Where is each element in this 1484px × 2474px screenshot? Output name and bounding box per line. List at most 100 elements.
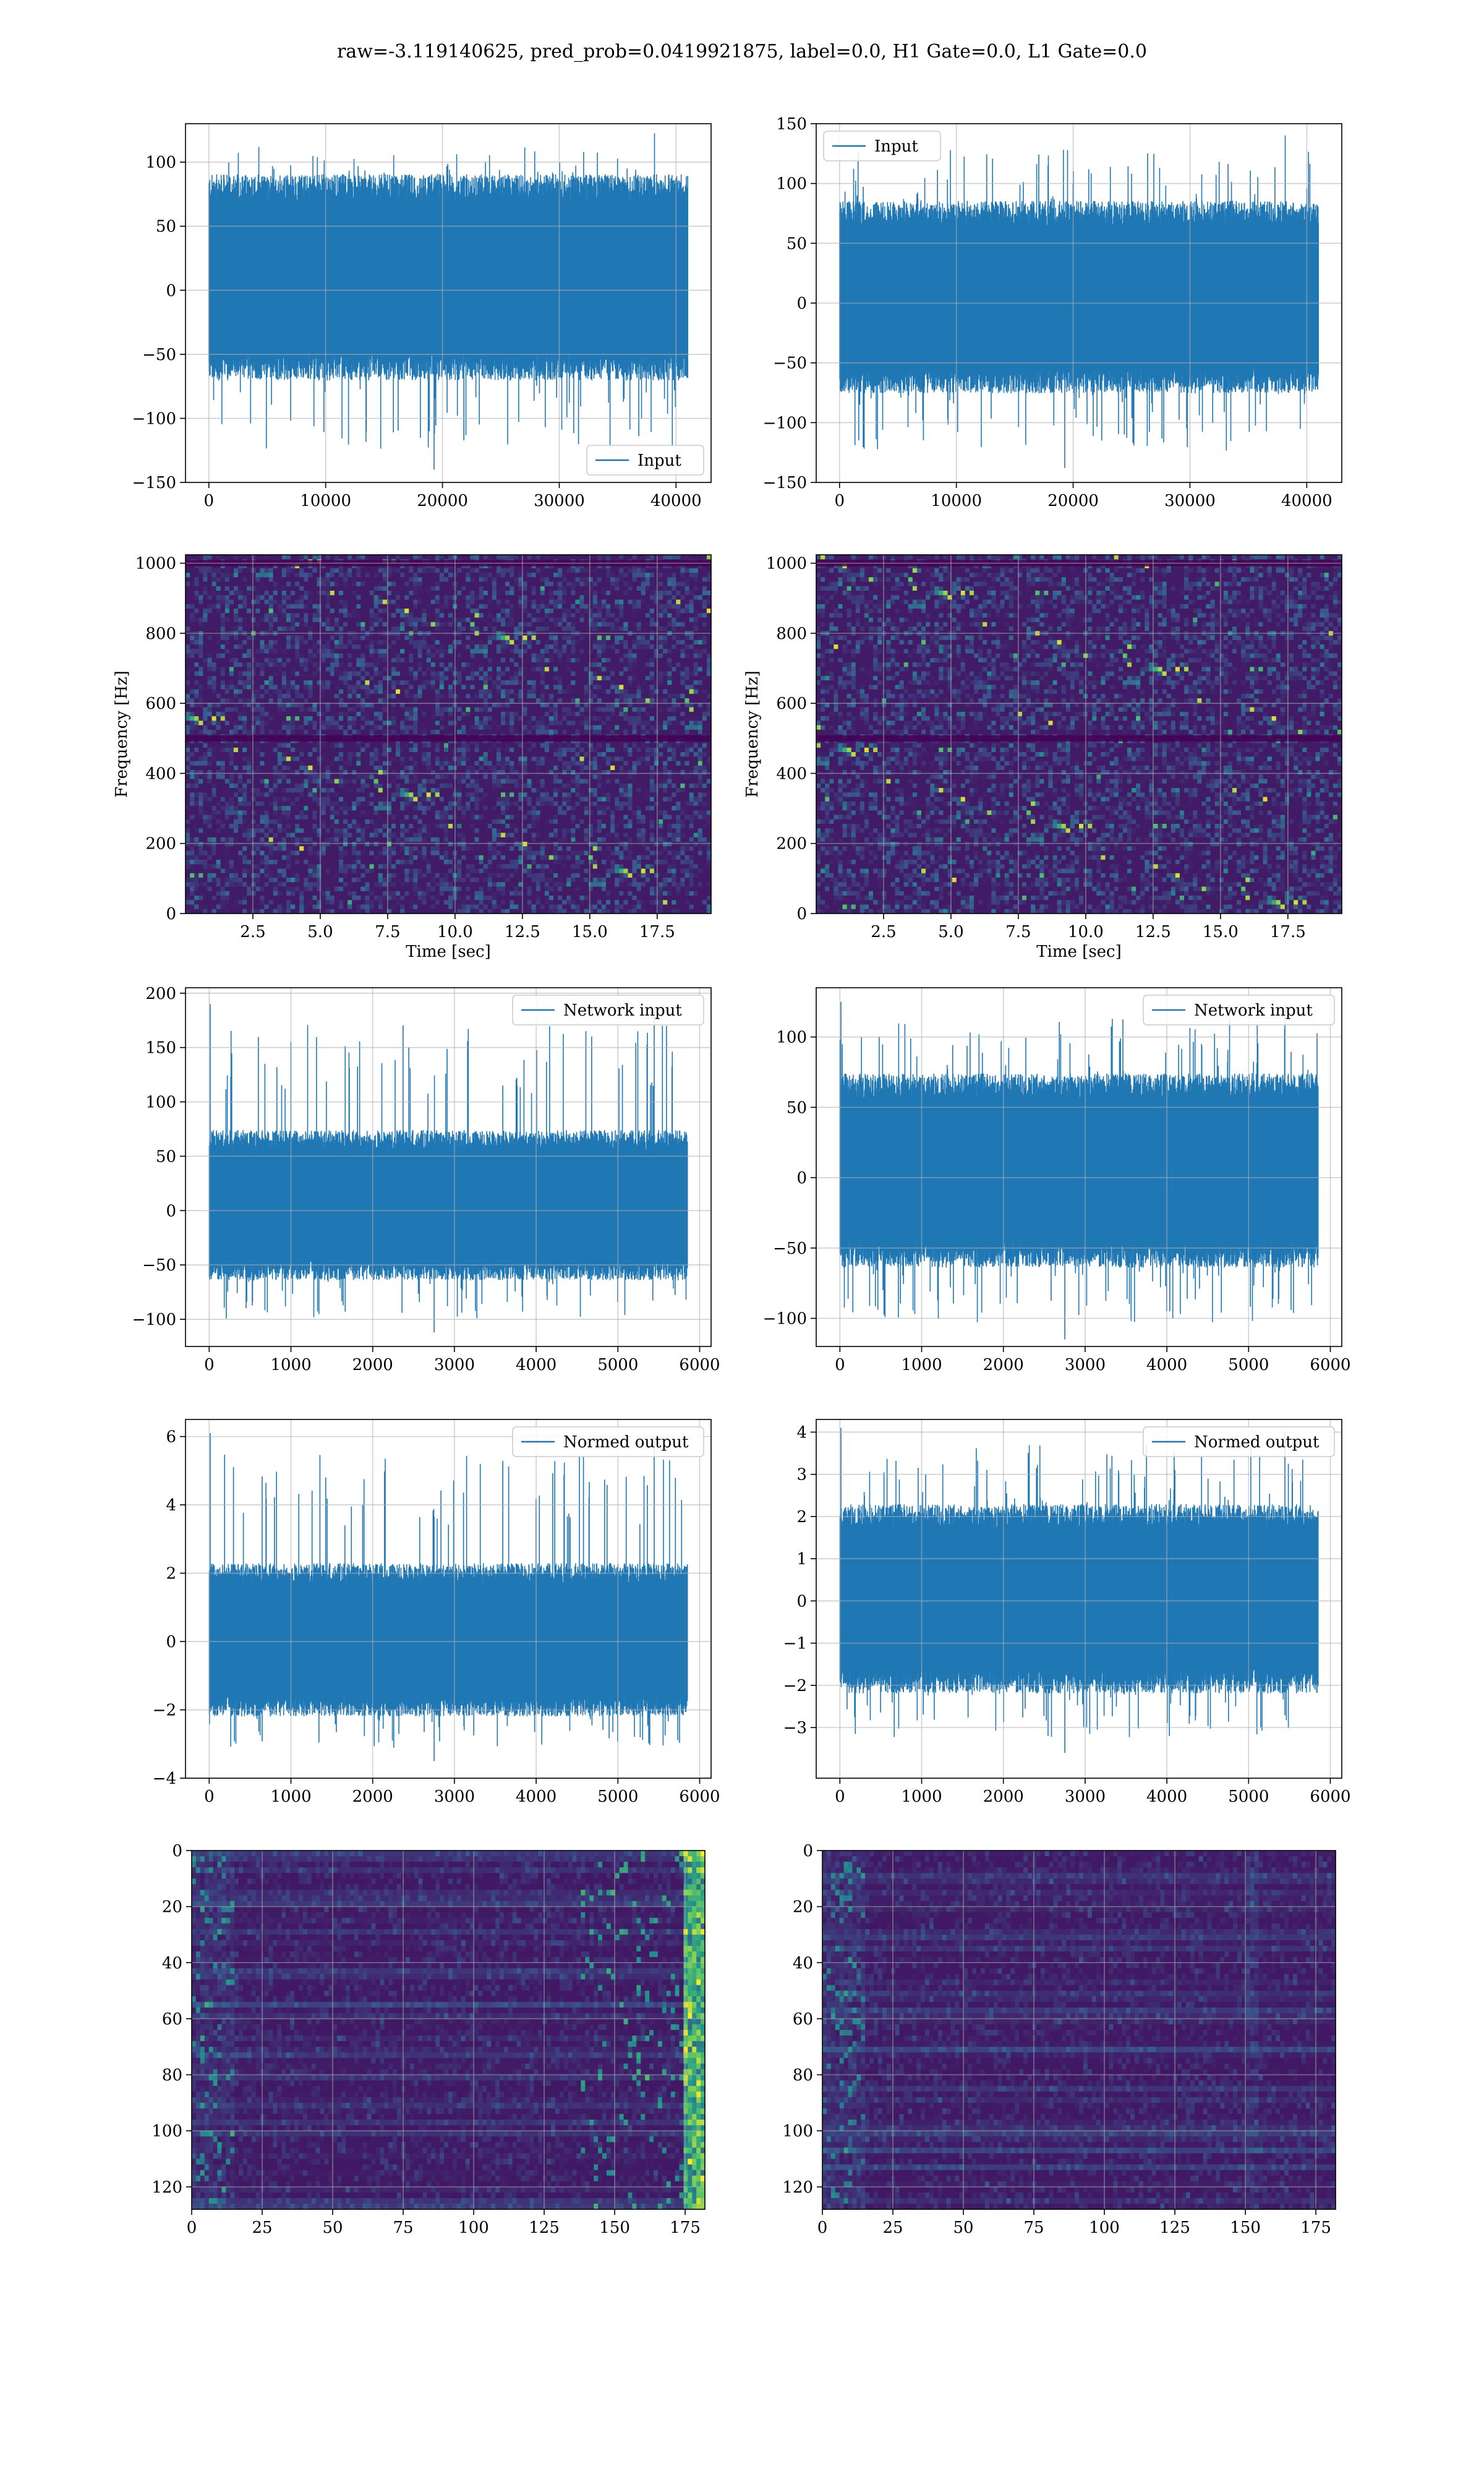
x-tick-label: 1000 <box>901 1356 942 1374</box>
y-tick-label: 100 <box>145 1094 176 1112</box>
x-tick-label: 3000 <box>434 1356 475 1374</box>
x-tick-label: 5000 <box>1228 1787 1269 1806</box>
x-tick-label: 75 <box>393 2219 413 2237</box>
y-tick-label: 6 <box>166 1428 176 1447</box>
x-tick-label: 5000 <box>597 1787 638 1806</box>
l1-network-input-panel: 0 1000 2000 3000 4000 5000 6000 −100 −50 0 50 100 Ne… <box>763 987 1351 1374</box>
y-tick-label: 1000 <box>766 555 807 573</box>
y-tick-label: 100 <box>776 175 807 194</box>
x-tick-label: 3000 <box>1065 1356 1106 1374</box>
x-tick-label: 175 <box>1300 2219 1331 2237</box>
legend-label: Network input <box>1194 1001 1313 1020</box>
y-tick-label: 80 <box>162 2066 182 2085</box>
h1-spectrogram-panel: 2.5 5.0 7.5 10.0 12.5 15.0 17.5 0 200 400 600 800 10… <box>113 554 712 961</box>
axes-frame <box>191 1850 706 2210</box>
y-tick-label: 0 <box>803 1842 813 1860</box>
x-tick-label: 1000 <box>901 1787 942 1806</box>
y-tick-label: 200 <box>145 985 176 1003</box>
y-tick-label: 50 <box>156 1147 176 1166</box>
x-tick-label: 125 <box>1159 2219 1190 2237</box>
y-tick-label: 100 <box>145 153 176 172</box>
x-tick-label: 0 <box>204 1356 215 1374</box>
h1-normed-output-panel: 0 1000 2000 3000 4000 5000 6000 −4 −2 0 2 4 6 Normed … <box>153 1419 720 1806</box>
y-tick-label: 4 <box>166 1496 176 1515</box>
x-tick-label: 20000 <box>1047 492 1099 510</box>
y-tick-label: −50 <box>773 354 807 373</box>
axes-frame <box>816 987 1342 1347</box>
legend-box <box>586 445 704 476</box>
legend-box <box>512 995 704 1025</box>
x-tick-label: 1000 <box>270 1356 311 1374</box>
y-tick-label: 800 <box>776 625 807 643</box>
x-tick-label: 4000 <box>1146 1787 1187 1806</box>
dark-line-band <box>816 735 1342 742</box>
x-tick-label: 15.0 <box>572 923 608 941</box>
y-tick-label: −2 <box>153 1701 176 1720</box>
x-tick-label: 50 <box>322 2219 343 2237</box>
x-tick-label: 100 <box>1089 2219 1120 2237</box>
legend-label: Network input <box>563 1001 682 1020</box>
y-tick-label: 100 <box>782 2122 813 2141</box>
plot-content <box>816 555 1342 914</box>
x-tick-label: 15.0 <box>1203 923 1239 941</box>
y-tick-label: −100 <box>763 414 807 432</box>
x-tick-label: 2.5 <box>871 923 896 941</box>
x-tick-label: 1000 <box>270 1787 311 1806</box>
l1-normed-output-panel: 0 1000 2000 3000 4000 5000 6000 −3 −2 −1 0 1 2 3 4 Norm… <box>783 1419 1351 1806</box>
y-tick-label: 50 <box>787 234 807 253</box>
y-tick-label: 120 <box>782 2178 813 2197</box>
x-axis-label: Time [sec] <box>1036 943 1122 961</box>
y-tick-label: 20 <box>793 1898 813 1917</box>
x-tick-label: 30000 <box>1164 492 1216 510</box>
y-tick-label: 3 <box>796 1466 807 1484</box>
y-tick-label: −150 <box>132 474 176 492</box>
axes-frame <box>185 987 712 1347</box>
x-tick-label: 50 <box>953 2219 973 2237</box>
x-tick-label: 6000 <box>679 1787 720 1806</box>
y-tick-label: 0 <box>172 1842 182 1860</box>
y-tick-label: 100 <box>151 2122 182 2141</box>
legend: Input <box>823 131 941 161</box>
y-tick-label: 600 <box>145 695 176 713</box>
x-axis-label: Time [sec] <box>406 943 491 961</box>
y-tick-label: 4 <box>796 1423 807 1442</box>
y-tick-label: −50 <box>773 1239 807 1258</box>
x-tick-label: 10000 <box>931 492 982 510</box>
plot-content <box>822 1851 1336 2209</box>
x-tick-label: 10000 <box>300 492 351 510</box>
y-tick-label: 1000 <box>135 555 176 573</box>
x-tick-label: 5.0 <box>307 923 333 941</box>
x-tick-label: 10.0 <box>437 923 473 941</box>
h1-input-panel: 0 10000 20000 30000 40000 −150 −100 −50 0 50 100 In… <box>132 123 712 510</box>
y-tick-label: −50 <box>142 1256 176 1275</box>
axes-frame <box>185 554 712 914</box>
x-tick-label: 17.5 <box>1270 923 1306 941</box>
axes-frame <box>185 123 712 483</box>
x-tick-label: 4000 <box>1146 1356 1187 1374</box>
x-tick-label: 0 <box>187 2219 197 2237</box>
x-tick-label: 7.5 <box>1005 923 1031 941</box>
legend-box <box>512 1426 704 1457</box>
x-tick-label: 10.0 <box>1068 923 1104 941</box>
x-tick-label: 2000 <box>352 1356 393 1374</box>
x-tick-label: 5000 <box>597 1356 638 1374</box>
x-tick-label: 0 <box>835 1356 845 1374</box>
x-tick-label: 7.5 <box>375 923 400 941</box>
axes-frame <box>822 1850 1336 2210</box>
l1-input-panel: 0 10000 20000 30000 40000 −150 −100 −50 0 50 100 15… <box>763 115 1342 510</box>
x-tick-label: 150 <box>599 2219 630 2237</box>
x-tick-label: 3000 <box>1065 1787 1106 1806</box>
y-tick-label: −100 <box>763 1310 807 1329</box>
legend-box <box>1143 1426 1335 1457</box>
x-tick-label: 12.5 <box>505 923 540 941</box>
y-tick-label: 120 <box>151 2178 182 2197</box>
dark-line-band <box>186 735 711 742</box>
y-axis-label: Frequency [Hz] <box>113 670 131 798</box>
h1-network-input-panel: 0 1000 2000 3000 4000 5000 6000 −100 −50 0 50 100 15… <box>132 985 720 1374</box>
l1-spectrogram-panel: 2.5 5.0 7.5 10.0 12.5 15.0 17.5 0 200 400 600 800 10… <box>743 554 1342 961</box>
y-tick-label: −4 <box>153 1770 176 1788</box>
y-tick-label: 60 <box>793 2010 813 2029</box>
legend: Input <box>586 445 704 476</box>
x-tick-label: 17.5 <box>639 923 675 941</box>
